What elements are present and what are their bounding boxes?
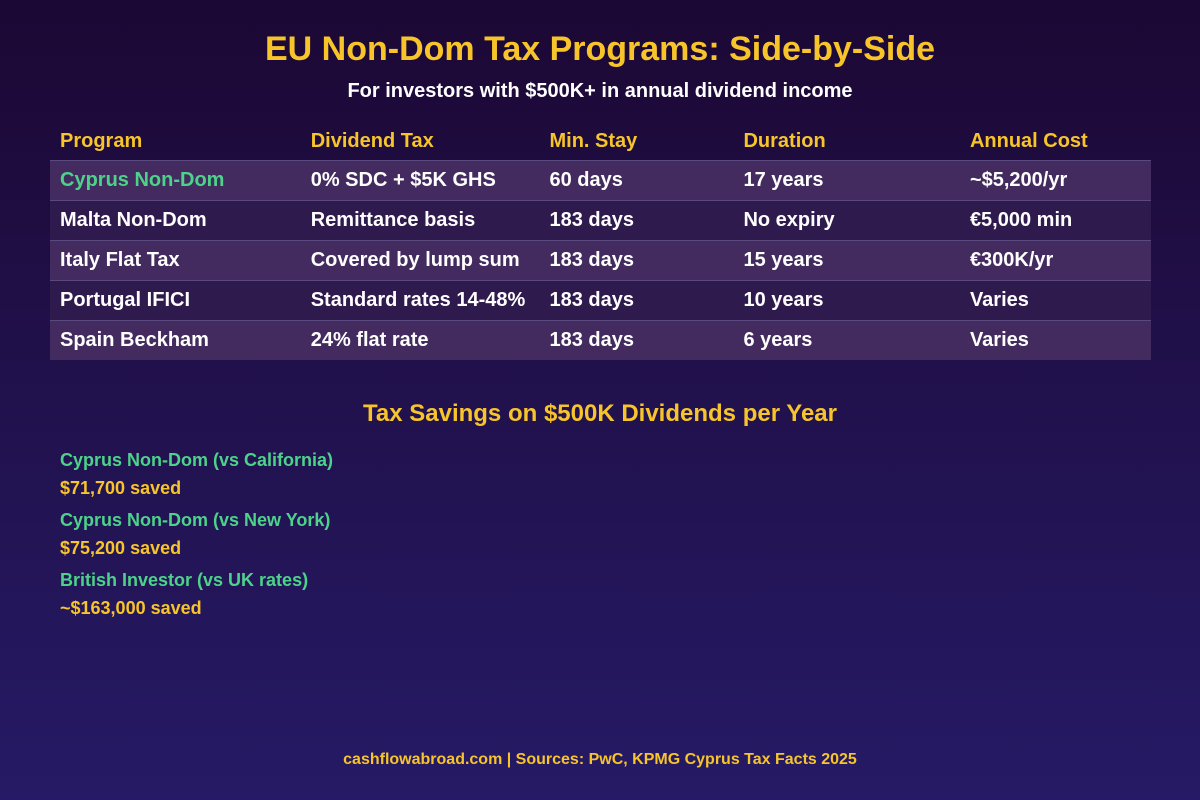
table-cell: 6 years — [733, 320, 960, 360]
table-cell: Portugal IFICI — [50, 280, 301, 321]
table-cell: €300K/yr — [959, 240, 1151, 281]
table-cell: Cyprus Non-Dom — [50, 160, 301, 201]
table-cell: ~$5,200/yr — [959, 160, 1151, 201]
saving-amount: $75,200 saved — [60, 538, 182, 558]
saving-label: British Investor (vs UK rates) — [60, 570, 309, 590]
table-row: Italy Flat Tax Covered by lump sum 183 day… — [50, 240, 1151, 281]
table-cell: Covered by lump sum — [300, 240, 540, 281]
title: EU Non-Dom Tax Programs: Side-by-Side — [264, 30, 936, 68]
table-cell: 17 years — [733, 160, 960, 201]
savings-list: Cyprus Non-Dom (vs California) $71,700 sa… — [60, 450, 333, 630]
footer: cashflowabroad.com | Sources: PwC, KPMG … — [343, 751, 857, 768]
table-row: Cyprus Non-Dom 0% SDC + $5K GHS 60 days 17 … — [50, 160, 1151, 201]
saving-label: Cyprus Non-Dom (vs California) — [60, 450, 334, 470]
table-cell: 183 days — [539, 240, 734, 281]
subtitle: For investors with $500K+ in annual divi… — [347, 80, 853, 102]
table-cell: 24% flat rate — [300, 320, 540, 360]
table-row: Spain Beckham 24% flat rate 183 days 6 year… — [50, 320, 1151, 360]
table-cell: 183 days — [539, 280, 734, 321]
saving-label: Cyprus Non-Dom (vs New York) — [60, 510, 331, 530]
column-header: Duration — [743, 129, 826, 152]
table-cell: Italy Flat Tax — [50, 240, 301, 281]
table-cell: Varies — [959, 280, 1151, 321]
savings-title: Tax Savings on $500K Dividends per Year — [363, 400, 837, 427]
column-header: Dividend Tax — [310, 129, 434, 152]
table-cell: 15 years — [733, 240, 960, 281]
table-row: Malta Non-Dom Remittance basis 183 days No … — [50, 200, 1151, 241]
table-cell: Spain Beckham — [50, 320, 301, 360]
table-cell: €5,000 min — [959, 200, 1151, 241]
column-header: Program — [60, 129, 143, 152]
table: Program Dividend Tax Min. Stay Duration Annu… — [50, 122, 1151, 360]
table-row: Portugal IFICI Standard rates 14-48% 183 d… — [50, 280, 1151, 321]
table-cell: 183 days — [539, 320, 734, 360]
table-cell: Standard rates 14-48% — [300, 280, 540, 321]
table-cell: Malta Non-Dom — [50, 200, 301, 241]
table-cell: 10 years — [733, 280, 960, 321]
saving-amount: $71,700 saved — [60, 478, 182, 498]
table-cell: Remittance basis — [300, 200, 540, 241]
table-cell: No expiry — [733, 200, 960, 241]
column-header: Annual Cost — [969, 129, 1088, 152]
table-cell: 183 days — [539, 200, 734, 241]
table-cell: Varies — [959, 320, 1151, 360]
table-cell: 60 days — [539, 160, 734, 201]
saving-amount: ~$163,000 saved — [60, 598, 202, 618]
column-header: Min. Stay — [549, 129, 638, 152]
table-cell: 0% SDC + $5K GHS — [300, 160, 540, 201]
